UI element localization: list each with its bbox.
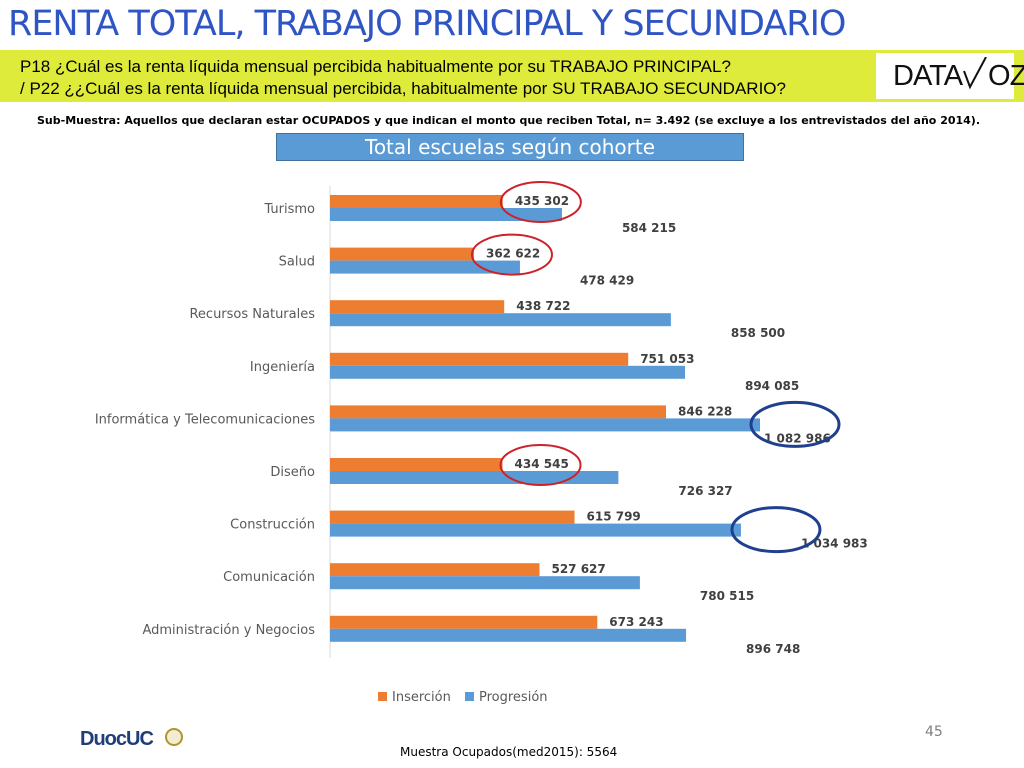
datavoz-v-icon — [963, 57, 987, 90]
category-label: Diseño — [270, 465, 315, 480]
highlight-circle — [730, 506, 822, 554]
category-label: Turismo — [263, 202, 315, 217]
bar-insercion — [330, 247, 474, 261]
submuestra-note: Sub-Muestra: Aquellos que declaran estar… — [37, 114, 981, 127]
data-label-progresion: 780 515 — [700, 589, 754, 603]
category-label: Informática y Telecomunicaciones — [95, 412, 315, 427]
data-label-progresion: 1 082 986 — [764, 431, 831, 445]
bar-insercion — [330, 458, 503, 471]
bar-insercion — [330, 510, 575, 524]
bar-progresion — [330, 260, 520, 274]
bar-progresion — [330, 365, 685, 379]
data-label-progresion: 478 429 — [580, 274, 634, 288]
category-label: Salud — [279, 255, 315, 270]
bar-insercion — [330, 352, 629, 366]
category-label: Comunicación — [223, 570, 315, 585]
legend-swatch-progresion — [465, 692, 474, 701]
bar-insercion — [330, 195, 503, 208]
bar-chart: Turismo 435 302 584 215 Salud 362 622 478 429… — [95, 181, 868, 705]
bar-insercion — [330, 405, 666, 419]
duocuc-logo: DuocUC — [80, 728, 154, 751]
category-label: Construcción — [230, 518, 315, 533]
bar-progresion — [330, 628, 687, 642]
duoc-logo-text: Duoc — [80, 728, 127, 750]
chart-title: Total escuelas según cohorte — [365, 135, 655, 159]
page-title: RENTA TOTAL, TRABAJO PRINCIPAL Y SECUNDA… — [8, 4, 846, 44]
bar-insercion — [330, 615, 598, 629]
bar-progresion — [330, 576, 640, 590]
data-label-insercion: 434 545 — [515, 457, 569, 471]
highlight-circle — [749, 400, 841, 448]
highlight-circle — [470, 233, 553, 276]
data-label-progresion: 894 085 — [745, 379, 799, 393]
data-label-insercion: 615 799 — [587, 510, 641, 524]
chart-title-box — [276, 133, 744, 161]
bar-insercion — [330, 300, 505, 314]
page-number: 45 — [925, 724, 943, 740]
bar-progresion — [330, 523, 741, 537]
question-1: P18 ¿Cuál es la renta líquida mensual pe… — [20, 57, 731, 76]
bar-progresion — [330, 208, 562, 221]
data-label-insercion: 751 053 — [640, 352, 694, 366]
datavoz-logo-v — [962, 57, 988, 90]
bar-progresion — [330, 418, 760, 432]
category-label: Administración y Negocios — [142, 623, 315, 638]
bar-progresion — [330, 313, 671, 327]
datavoz-logo-main: DATA — [893, 60, 963, 92]
category-label: Ingeniería — [250, 360, 315, 375]
data-label-progresion: 1 034 983 — [801, 537, 868, 551]
legend-swatch-insercion — [378, 692, 387, 701]
data-label-progresion: 858 500 — [731, 326, 785, 340]
data-label-insercion: 673 243 — [609, 615, 663, 629]
data-label-insercion: 362 622 — [486, 247, 540, 261]
datavoz-logo: DATA OZ — [893, 57, 1024, 93]
uc-logo-text: UC — [126, 728, 154, 750]
data-label-progresion: 896 748 — [746, 642, 800, 656]
highlight-circle — [499, 181, 582, 223]
footer-note: Muestra Ocupados(med2015): 5564 — [400, 745, 618, 759]
data-label-insercion: 527 627 — [551, 562, 605, 576]
datavoz-logo-tail: OZ — [988, 60, 1024, 92]
category-label: Recursos Naturales — [189, 307, 315, 322]
question-2: / P22 ¿¿Cuál es la renta líquida mensual… — [20, 79, 786, 98]
datavoz-logo-box — [876, 53, 1014, 99]
data-label-progresion: 726 327 — [678, 484, 732, 498]
legend-label-insercion: Inserción — [392, 690, 451, 705]
question-band — [0, 50, 1024, 102]
bar-insercion — [330, 563, 540, 577]
highlight-circle — [499, 444, 582, 486]
data-label-insercion: 438 722 — [516, 299, 570, 313]
data-label-progresion: 584 215 — [622, 221, 676, 235]
data-label-insercion: 435 302 — [515, 194, 569, 208]
data-label-insercion: 846 228 — [678, 404, 732, 418]
bar-progresion — [330, 471, 619, 484]
seal-icon — [165, 728, 183, 746]
legend-label-progresion: Progresión — [479, 690, 548, 705]
